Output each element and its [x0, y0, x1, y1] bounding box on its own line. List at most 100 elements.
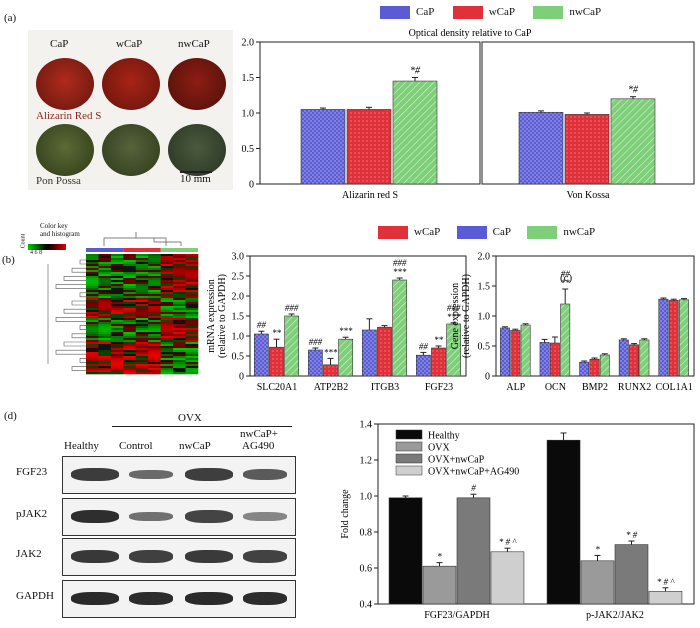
heatmap-cell [86, 332, 99, 335]
heatmap-cell [135, 372, 149, 375]
heatmap-cell [98, 258, 112, 261]
heatmap-cell [110, 326, 124, 329]
heatmap-cell [160, 322, 174, 325]
heatmap-cell [160, 318, 174, 321]
heatmap-cell [148, 312, 161, 315]
band [129, 470, 173, 479]
heatmap-cell [173, 348, 186, 351]
y-tick-label: 1.4 [360, 420, 373, 431]
x-tick-label: FGF23/GAPDH [424, 610, 490, 621]
heatmap-cell [98, 370, 112, 373]
chart-fold-change: 0.4 0.6 0.8 1.0 1.2 1.4 Fold change * # * # ^ FGF2… [340, 420, 695, 621]
band [129, 592, 173, 605]
bar [300, 109, 346, 185]
heatmap-cell [173, 330, 186, 333]
heatmap-cell [123, 336, 137, 339]
heatmap-cell [185, 290, 199, 293]
group-color-bar [86, 248, 124, 252]
blot-row-label-pjak2: pJAK2 [16, 508, 48, 520]
heatmap-cell [160, 280, 174, 283]
significance-label: *** [447, 312, 461, 322]
heatmap-cell [86, 340, 99, 343]
heatmap-cell [173, 344, 186, 347]
heatmap-cell [110, 330, 124, 333]
heatmap-cell [135, 306, 149, 309]
heatmap-cell [86, 360, 99, 363]
heatmap-cell [123, 302, 137, 305]
heatmap-cell [123, 370, 137, 373]
heatmap-cell [123, 288, 137, 291]
heatmap-cell [86, 296, 99, 299]
heatmap-cell [123, 286, 137, 289]
heatmap-cell [173, 256, 186, 259]
heatmap-cell [185, 304, 199, 307]
heatmap-cell [148, 362, 161, 365]
heatmap-cell [148, 306, 161, 309]
heatmap-cell [185, 298, 199, 301]
heatmap-cell [160, 354, 174, 357]
bar [490, 551, 525, 605]
heatmap-cell [123, 304, 137, 307]
heatmap-cell [135, 344, 149, 347]
significance-label: ## [257, 320, 267, 330]
heatmap-cell [173, 262, 186, 265]
column-dendrogram [103, 232, 182, 246]
significance-label: ### [393, 258, 407, 268]
significance-label: ## [561, 269, 571, 279]
heatmap-cell [98, 294, 112, 297]
heatmap-cell [160, 288, 174, 291]
heatmap-cell [148, 262, 161, 265]
heatmap-cell [185, 314, 199, 317]
color-key-ticks: 4 6 8 [30, 250, 42, 256]
heatmap-cell [110, 370, 124, 373]
heatmap-cell [123, 284, 137, 287]
heatmap-cell [185, 338, 199, 341]
heatmap-cell [110, 348, 124, 351]
band [129, 550, 173, 563]
legend-label: OVX+nwCaP [428, 455, 485, 466]
heatmap-cell [98, 310, 112, 313]
heatmap-cell [148, 284, 161, 287]
heatmap-cell [123, 268, 137, 271]
heatmap-cell [86, 352, 99, 355]
bar [560, 303, 571, 377]
heatmap-cell [135, 266, 149, 269]
bar [346, 109, 392, 185]
heatmap-cell [110, 304, 124, 307]
chart-optical-density: Optical density relative to CaP 0 0.5 1.0 1.… [242, 28, 695, 201]
heatmap-cell [110, 256, 124, 259]
bar [338, 338, 353, 377]
heatmap-cell [135, 356, 149, 359]
y-tick-label: 1.0 [478, 312, 491, 323]
heatmap-cell [86, 280, 99, 283]
heatmap-cell [135, 276, 149, 279]
legend-swatch [395, 429, 423, 440]
heatmap-cell [185, 348, 199, 351]
y-tick-label: 1.0 [232, 332, 245, 343]
heatmap-cell [148, 332, 161, 335]
bar [589, 358, 600, 377]
heatmap-cell [86, 262, 99, 265]
color-key-title: Color key and histogram [40, 222, 80, 238]
heatmap-cell [185, 256, 199, 259]
heatmap-cell [185, 312, 199, 315]
heatmap-cell [185, 264, 199, 267]
heatmap-cell [148, 364, 161, 367]
heatmap-cell [148, 326, 161, 329]
heatmap-cell [148, 334, 161, 337]
heatmap-cell [173, 280, 186, 283]
chart-mrna-expression: 0 0.5 1.0 1.5 2.0 2.5 3.0 mRNA expression (relat… [206, 252, 467, 393]
alizarin-label: Alizarin Red S [36, 110, 102, 122]
heatmap-cell [185, 280, 199, 283]
lane-label-nwcap: nwCaP [179, 440, 211, 452]
bar [579, 361, 590, 377]
significance-label: * # ^ [657, 577, 676, 587]
heatmap-cell [160, 256, 174, 259]
heatmap-cell [110, 368, 124, 371]
heatmap-cell [135, 288, 149, 291]
band [185, 468, 233, 481]
heatmap-cell [123, 266, 137, 269]
legend-a: CaP wCaP nwCaP [380, 6, 601, 19]
heatmap-cell [160, 302, 174, 305]
heatmap-cell [123, 274, 137, 277]
